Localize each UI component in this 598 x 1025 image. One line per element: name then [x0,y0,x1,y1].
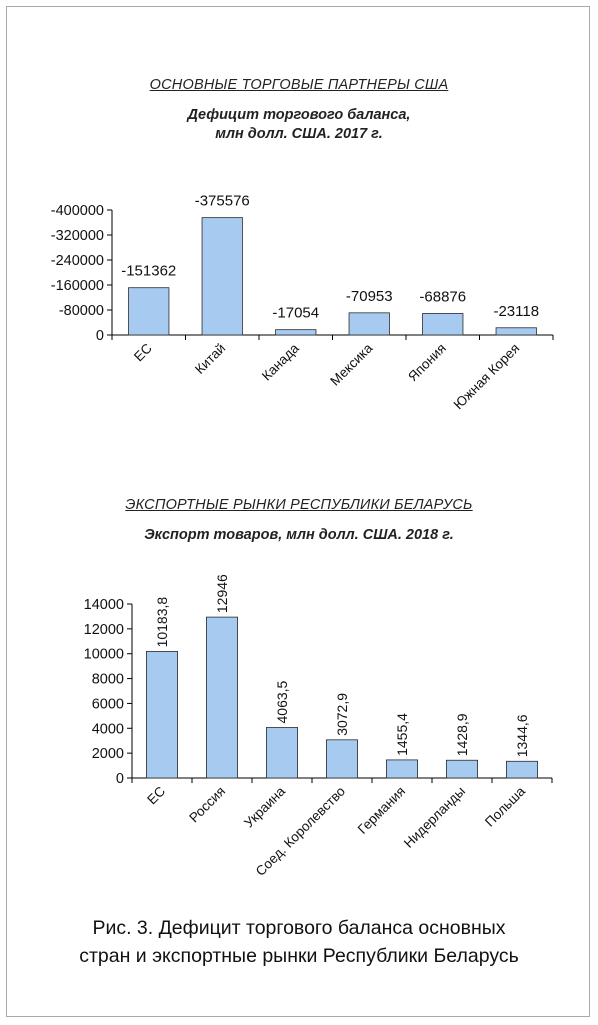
chart2-category-label: ЕС [144,783,168,807]
chart2-bar [205,616,238,779]
chart1-subtitle-block: Дефицит торгового баланса, млн долл. США… [0,106,598,144]
chart1-title: ОСНОВНЫЕ ТОРГОВЫЕ ПАРТНЕРЫ США [149,77,449,93]
chart2-category-label: Нидерланды [401,784,468,851]
chart1-data-label: -70953 [346,288,393,305]
chart2-data-label: 10183,8 [154,597,170,648]
chart1-data-label: -23118 [493,303,539,320]
chart2-y-tick-label: 10000 [84,647,124,663]
chart1-bar [128,287,170,336]
chart1-title-block: ОСНОВНЫЕ ТОРГОВЫЕ ПАРТНЕРЫ США [0,77,598,93]
figure-frame [6,6,590,1017]
chart2-y-tick-label: 8000 [92,672,124,688]
chart2-category-label: Польша [482,783,528,829]
chart2-data-label: 12946 [214,574,230,613]
chart2-title: ЭКСПОРТНЫЕ РЫНКИ РЕСПУБЛИКИ БЕЛАРУСЬ [125,497,473,513]
chart2-category-label: Украина [241,783,288,830]
chart2-data-label: 1455,4 [394,713,410,756]
chart2-subtitle-block: Экспорт товаров, млн долл. США. 2018 г. [0,526,598,545]
chart1-us-trade-deficit: 0 -80000 -160000 -240000 -320000 -400000 -1513… [51,193,554,412]
chart2-y-tick-label: 4000 [92,721,124,737]
chart1-subtitle-line2: млн долл. США. 2017 г. [215,126,383,142]
chart2-bar [445,759,478,779]
figure-caption: Рис. 3. Дефицит торгового баланса основн… [0,914,598,970]
chart1-bar [348,312,390,336]
chart2-data-label: 4063,5 [274,680,290,723]
chart2-bar [145,651,178,779]
chart2-y-tick-label: 12000 [84,622,124,638]
chart1-y-tick-label: -80000 [59,303,104,319]
chart2-bar [265,727,298,779]
chart2-bar [385,759,418,779]
chart1-y-tick-label: -320000 [51,228,104,244]
chart2-subtitle-line1: Экспорт товаров, млн долл. США. 2018 г. [144,527,454,543]
chart1-data-label: -68876 [419,288,466,305]
chart2-category-label: Германия [355,784,408,837]
chart2-data-label: 1344,6 [514,714,530,757]
chart2-bar [505,760,538,779]
chart1-bar [275,329,317,336]
chart1-data-label: -151362 [121,263,176,280]
chart2-y-tick-label: 6000 [92,696,124,712]
chart1-bar [495,327,537,336]
chart1-bar [422,313,464,336]
chart1-data-label: -375576 [195,193,250,210]
chart1-y-tick-label: -400000 [51,203,104,219]
chart2-y-tick-label: 14000 [84,597,124,613]
chart1-y-tick-label: -160000 [51,278,104,294]
chart2-y-tick-label: 2000 [92,746,124,762]
chart2-belarus-export-markets: 0 2000 4000 6000 8000 10000 12000 14000 10183,8 Е… [84,574,553,879]
chart2-data-label: 3072,9 [334,693,350,736]
chart1-data-label: -17054 [272,305,319,322]
chart2-bar [325,739,358,779]
chart2-title-block: ЭКСПОРТНЫЕ РЫНКИ РЕСПУБЛИКИ БЕЛАРУСЬ [0,497,598,513]
caption-line2: стран и экспортные рынки Республики Бела… [79,945,519,967]
chart2-category-label: Россия [186,784,228,826]
chart2-data-label: 1428,9 [454,713,470,756]
chart2-y-tick-label: 0 [116,771,124,787]
chart1-y-tick-label: -240000 [51,253,104,269]
chart1-bar [201,217,243,336]
chart1-y-tick-label: 0 [96,328,104,344]
caption-line1: Рис. 3. Дефицит торгового баланса основн… [92,917,506,939]
chart1-subtitle-line1: Дефицит торгового баланса, [187,107,411,123]
